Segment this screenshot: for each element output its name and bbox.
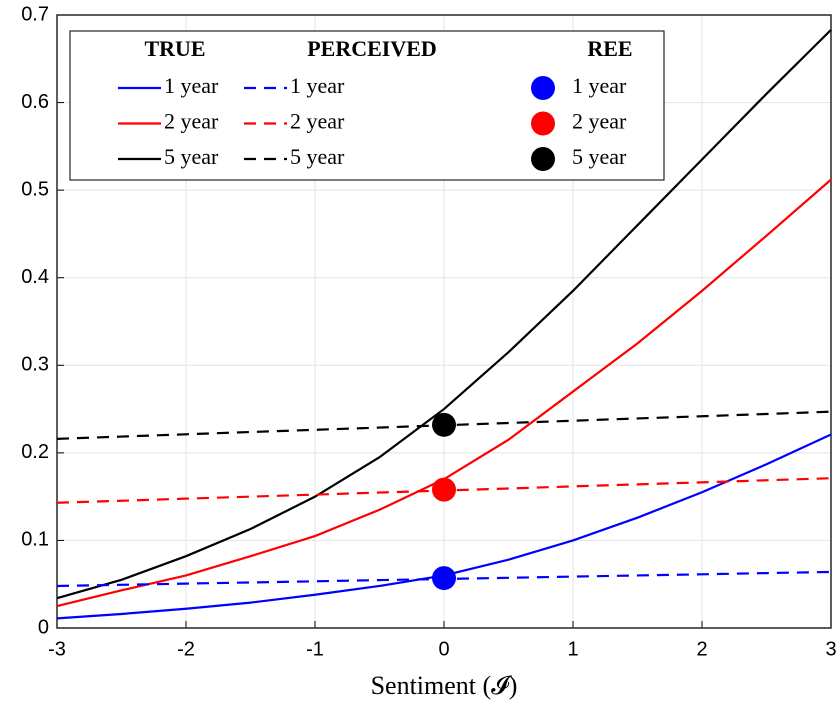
x-tick-label: -3 xyxy=(48,638,66,660)
legend-label: 1 year xyxy=(572,73,627,98)
y-tick-label: 0.3 xyxy=(21,354,49,376)
marker xyxy=(432,412,456,437)
legend-label: 1 year xyxy=(290,73,345,98)
x-tick-label: 1 xyxy=(567,638,578,660)
x-tick-label: -1 xyxy=(306,638,324,660)
legend-label: 2 year xyxy=(572,109,627,134)
legend-marker xyxy=(531,111,555,136)
line xyxy=(56,29,832,600)
y-tick-label: 0.4 xyxy=(21,266,49,288)
legend-marker xyxy=(531,147,555,171)
x-tick-label: 2 xyxy=(696,638,707,660)
y-tick-label: 0.6 xyxy=(21,91,49,113)
legend-label: 1 year xyxy=(164,73,219,98)
legend-label: 5 year xyxy=(290,144,345,169)
x-tick-label: 3 xyxy=(825,638,836,660)
x-tick-label: -2 xyxy=(177,638,195,660)
legend-label: 2 year xyxy=(290,109,345,134)
legend-title: TRUE xyxy=(144,36,205,61)
legend-label: 2 year xyxy=(164,109,219,134)
legend-label: 5 year xyxy=(164,144,219,169)
marker xyxy=(432,477,456,502)
y-tick-label: 0.7 xyxy=(21,3,49,25)
x-axis-label: Sentiment (𝓘) xyxy=(371,671,518,700)
y-tick-label: 0.2 xyxy=(21,441,49,463)
x-tick-label: 0 xyxy=(438,638,449,660)
legend-title: REE xyxy=(587,36,632,61)
marker xyxy=(432,566,456,591)
legend-title: PERCEIVED xyxy=(307,36,437,61)
legend-label: 5 year xyxy=(572,144,627,169)
plot-frame xyxy=(56,14,832,629)
y-tick-label: 0 xyxy=(38,616,49,638)
y-tick-label: 0.1 xyxy=(21,529,49,551)
y-tick-label: 0.5 xyxy=(21,178,49,200)
legend-box xyxy=(69,30,665,181)
legend-marker xyxy=(531,76,555,100)
